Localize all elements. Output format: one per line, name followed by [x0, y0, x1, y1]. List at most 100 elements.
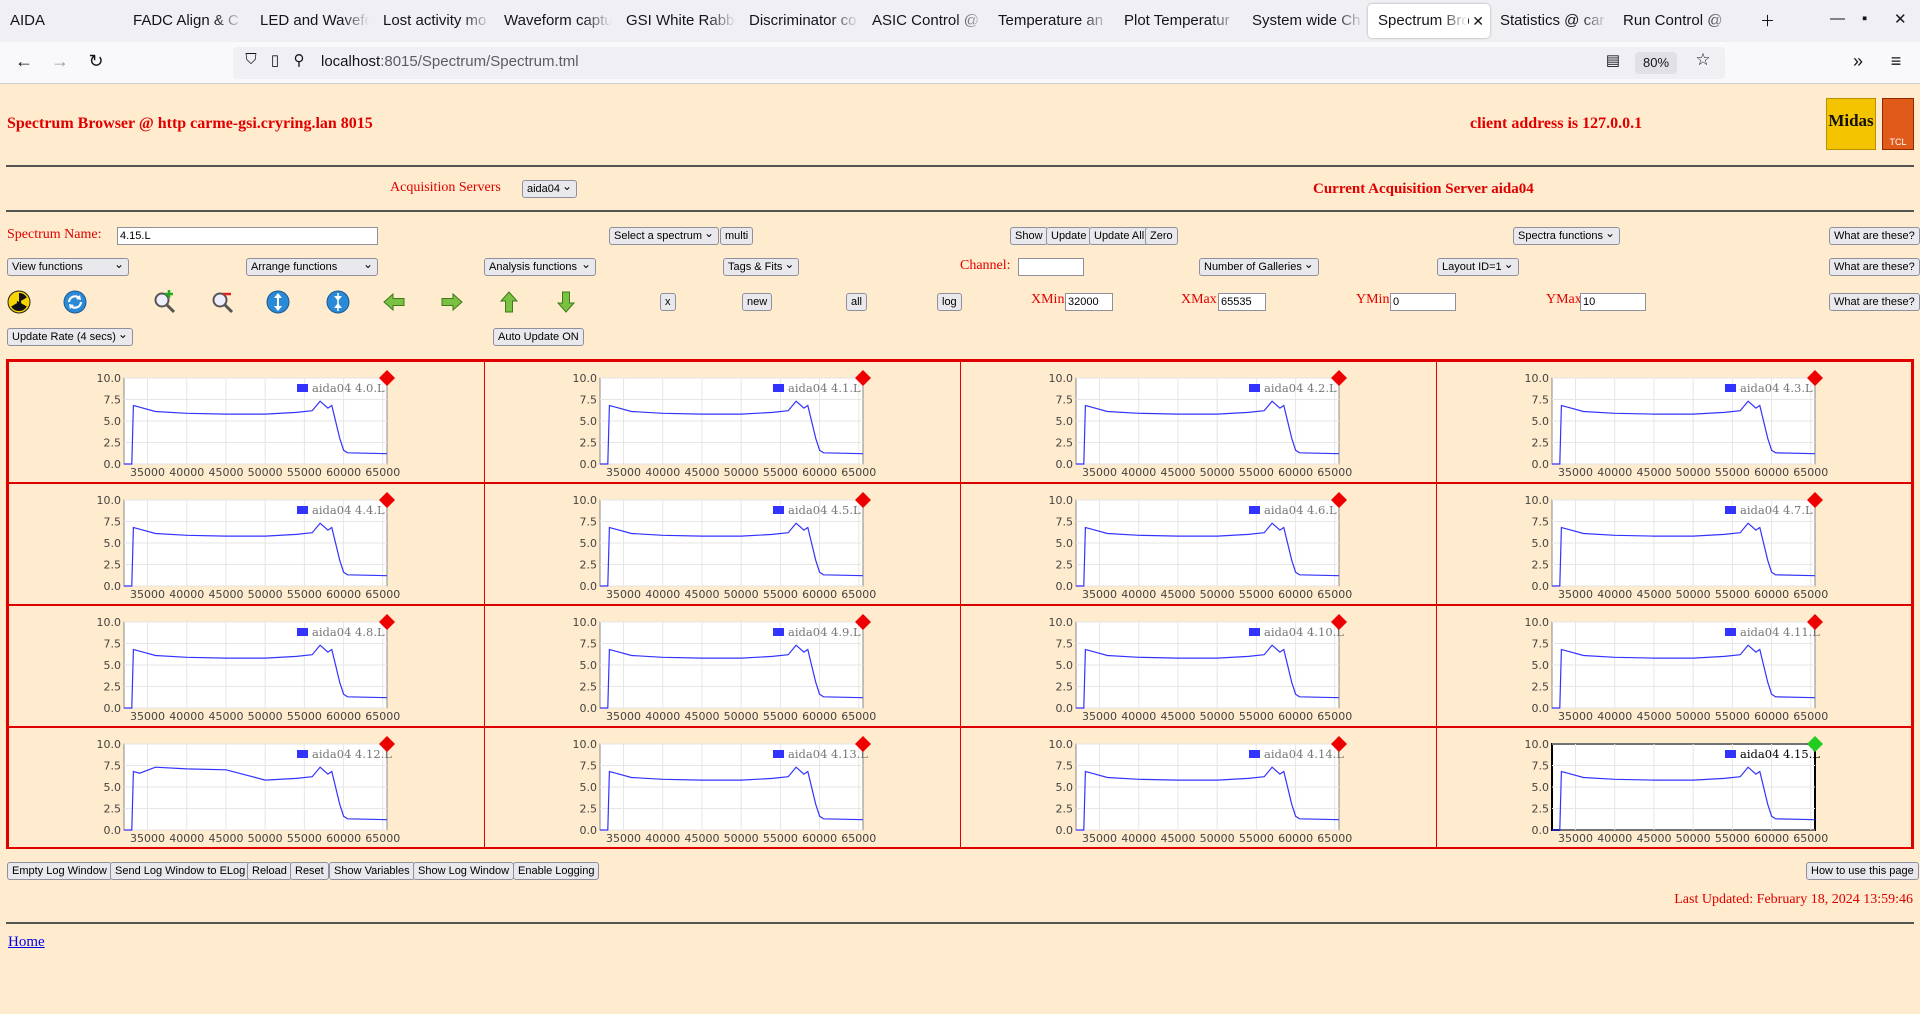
close-tab-icon[interactable]: ✕ — [1472, 13, 1484, 29]
show-variables-button[interactable]: Show Variables — [329, 862, 415, 880]
status-indicator-icon[interactable] — [1331, 614, 1347, 630]
spectrum-plot[interactable]: 0.0 2.5 5.0 7.5 10.0 35000 40000 45000 50000 5500… — [961, 362, 1437, 484]
zero-button[interactable]: Zero — [1145, 227, 1178, 245]
spectrum-cell[interactable]: 0.0 2.5 5.0 7.5 10.0 35000 40000 45000 50000 5500… — [1436, 361, 1912, 483]
arrow-left-icon[interactable] — [382, 290, 406, 314]
status-indicator-icon[interactable] — [379, 492, 395, 508]
spectrum-cell[interactable]: 0.0 2.5 5.0 7.5 10.0 35000 40000 45000 50000 5500… — [8, 605, 485, 727]
reader-view-icon[interactable]: ▤ — [1605, 52, 1621, 69]
log-button[interactable]: log — [937, 293, 962, 311]
back-icon[interactable]: ← — [15, 51, 33, 71]
zoom-out-icon[interactable] — [210, 290, 234, 314]
refresh-icon[interactable] — [63, 290, 87, 314]
reset-button[interactable]: Reset — [290, 862, 329, 880]
reload-button[interactable]: Reload — [247, 862, 292, 880]
analysis-functions-dropdown[interactable]: Analysis functions — [484, 256, 596, 276]
spectrum-plot[interactable]: 0.0 2.5 5.0 7.5 10.0 35000 40000 45000 50000 5500… — [9, 362, 485, 484]
status-indicator-icon[interactable] — [855, 492, 871, 508]
new-tab-icon[interactable]: ＋ — [1760, 13, 1776, 30]
zoom-in-icon[interactable] — [152, 290, 176, 314]
spectrum-cell[interactable]: 0.0 2.5 5.0 7.5 10.0 35000 40000 45000 50000 5500… — [1436, 483, 1912, 605]
tags-fits-dropdown[interactable]: Tags & Fits — [723, 256, 800, 276]
spectrum-cell[interactable]: 0.0 2.5 5.0 7.5 10.0 35000 40000 45000 50000 5500… — [484, 605, 961, 727]
xmin-input[interactable]: 32000 — [1065, 293, 1113, 311]
browser-tab[interactable]: GSI White Rabbi — [616, 4, 736, 38]
browser-tab[interactable]: Waveform captu — [494, 4, 612, 38]
ymin-input[interactable]: 0 — [1390, 293, 1456, 311]
what-are-these-button-3[interactable]: What are these? — [1829, 293, 1920, 311]
show-log-window-button[interactable]: Show Log Window — [413, 862, 515, 880]
status-indicator-icon[interactable] — [1331, 492, 1347, 508]
new-button[interactable]: new — [742, 293, 773, 311]
spectrum-plot[interactable]: 0.0 2.5 5.0 7.5 10.0 35000 40000 45000 50000 5500… — [1437, 484, 1913, 606]
multi-button[interactable]: multi — [720, 227, 754, 245]
zoom-level[interactable]: 80% — [1635, 52, 1677, 74]
update-all-button[interactable]: Update All — [1089, 227, 1150, 245]
x-button[interactable]: x — [660, 293, 676, 311]
ymax-input[interactable]: 10 — [1580, 293, 1646, 311]
browser-tab[interactable]: System wide Ch — [1242, 4, 1364, 38]
home-link[interactable]: Home — [8, 934, 45, 950]
layout-dropdown[interactable]: Layout ID=1 — [1437, 256, 1519, 276]
browser-tab[interactable]: FADC Align & C — [123, 4, 243, 38]
browser-tab[interactable]: Discriminator co — [739, 4, 859, 38]
browser-tab[interactable]: Spectrum Bro ✕ — [1368, 4, 1490, 38]
spectrum-plot[interactable]: 0.0 2.5 5.0 7.5 10.0 35000 40000 45000 50000 5500… — [485, 484, 961, 606]
arrow-right-icon[interactable] — [440, 290, 464, 314]
xmax-input[interactable]: 65535 — [1218, 293, 1266, 311]
url-text[interactable]: localhost:8015/Spectrum/Spectrum.tml — [321, 53, 579, 70]
spectrum-plot[interactable]: 0.0 2.5 5.0 7.5 10.0 35000 40000 45000 50000 5500… — [1437, 362, 1913, 484]
browser-tab[interactable]: Temperature an — [988, 4, 1110, 38]
spectrum-plot[interactable]: 0.0 2.5 5.0 7.5 10.0 35000 40000 45000 50000 5500… — [485, 606, 961, 728]
spectrum-plot[interactable]: 0.0 2.5 5.0 7.5 10.0 35000 40000 45000 50000 5500… — [1437, 606, 1913, 728]
close-window-icon[interactable]: ✕ — [1894, 11, 1907, 28]
send-log-elog-button[interactable]: Send Log Window to ELog — [110, 862, 251, 880]
spectrum-plot[interactable]: 0.0 2.5 5.0 7.5 10.0 35000 40000 45000 50000 5500… — [9, 484, 485, 606]
spectrum-cell[interactable]: 0.0 2.5 5.0 7.5 10.0 35000 40000 45000 50000 5500… — [1436, 605, 1912, 727]
spectrum-plot[interactable]: 0.0 2.5 5.0 7.5 10.0 35000 40000 45000 50000 5500… — [485, 362, 961, 484]
expand-vertical-icon[interactable] — [266, 290, 290, 314]
view-functions-dropdown[interactable]: View functions — [7, 256, 129, 276]
spectrum-cell[interactable]: 0.0 2.5 5.0 7.5 10.0 35000 40000 45000 50000 5500… — [484, 483, 961, 605]
bookmark-star-icon[interactable]: ☆ — [1695, 50, 1711, 69]
acq-server-select[interactable]: aida04 — [522, 178, 578, 198]
empty-log-button[interactable]: Empty Log Window — [7, 862, 112, 880]
permissions-icon[interactable]: ⚲ — [293, 52, 305, 69]
status-indicator-icon[interactable] — [1807, 370, 1823, 386]
browser-tab[interactable]: Plot Temperatur — [1114, 4, 1238, 38]
spectrum-cell[interactable]: 0.0 2.5 5.0 7.5 10.0 35000 40000 45000 50000 5500… — [960, 727, 1437, 849]
spectrum-plot[interactable]: 0.0 2.5 5.0 7.5 10.0 35000 40000 45000 50000 5500… — [961, 606, 1437, 728]
status-indicator-icon[interactable] — [1807, 736, 1823, 752]
radiation-icon[interactable] — [7, 290, 31, 314]
maximize-icon[interactable]: ▪ — [1862, 10, 1868, 27]
browser-tab[interactable]: Run Control @ — [1613, 4, 1733, 38]
spectrum-cell[interactable]: 0.0 2.5 5.0 7.5 10.0 35000 40000 45000 50000 5500… — [8, 361, 485, 483]
number-of-galleries-dropdown[interactable]: Number of Galleries — [1199, 256, 1319, 276]
reload-icon[interactable]: ↻ — [88, 51, 104, 71]
forward-icon[interactable]: → — [51, 51, 69, 71]
spectrum-plot[interactable]: 0.0 2.5 5.0 7.5 10.0 35000 40000 45000 50000 5500… — [961, 484, 1437, 606]
spectrum-plot[interactable]: 0.0 2.5 5.0 7.5 10.0 35000 40000 45000 50000 5500… — [1437, 728, 1913, 850]
all-button[interactable]: all — [846, 293, 868, 311]
channel-input[interactable] — [1018, 258, 1084, 276]
select-spectrum-dropdown[interactable]: Select a spectrum — [609, 225, 720, 245]
spectrum-plot[interactable]: 0.0 2.5 5.0 7.5 10.0 35000 40000 45000 50000 5500… — [9, 728, 485, 850]
what-are-these-button-2[interactable]: What are these? — [1829, 258, 1920, 276]
status-indicator-icon[interactable] — [379, 736, 395, 752]
spectrum-cell[interactable]: 0.0 2.5 5.0 7.5 10.0 35000 40000 45000 50000 5500… — [484, 361, 961, 483]
status-indicator-icon[interactable] — [1331, 736, 1347, 752]
spectrum-plot[interactable]: 0.0 2.5 5.0 7.5 10.0 35000 40000 45000 50000 5500… — [961, 728, 1437, 850]
enable-logging-button[interactable]: Enable Logging — [513, 862, 600, 880]
url-bar[interactable]: ⛉ ▯ ⚲ localhost:8015/Spectrum/Spectrum.t… — [233, 47, 1725, 79]
menu-icon[interactable]: ≡ — [1890, 51, 1902, 71]
spectra-functions-dropdown[interactable]: Spectra functions — [1513, 225, 1620, 245]
status-indicator-icon[interactable] — [855, 736, 871, 752]
spectrum-name-input[interactable]: 4.15.L — [117, 227, 378, 245]
status-indicator-icon[interactable] — [379, 614, 395, 630]
browser-tab[interactable]: Lost activity mo — [373, 4, 491, 38]
show-button[interactable]: Show — [1010, 227, 1048, 245]
auto-update-button[interactable]: Auto Update ON — [493, 328, 584, 346]
browser-tab[interactable]: ASIC Control @ — [862, 4, 984, 38]
spectrum-cell[interactable]: 0.0 2.5 5.0 7.5 10.0 35000 40000 45000 50000 5500… — [8, 483, 485, 605]
status-indicator-icon[interactable] — [379, 370, 395, 386]
